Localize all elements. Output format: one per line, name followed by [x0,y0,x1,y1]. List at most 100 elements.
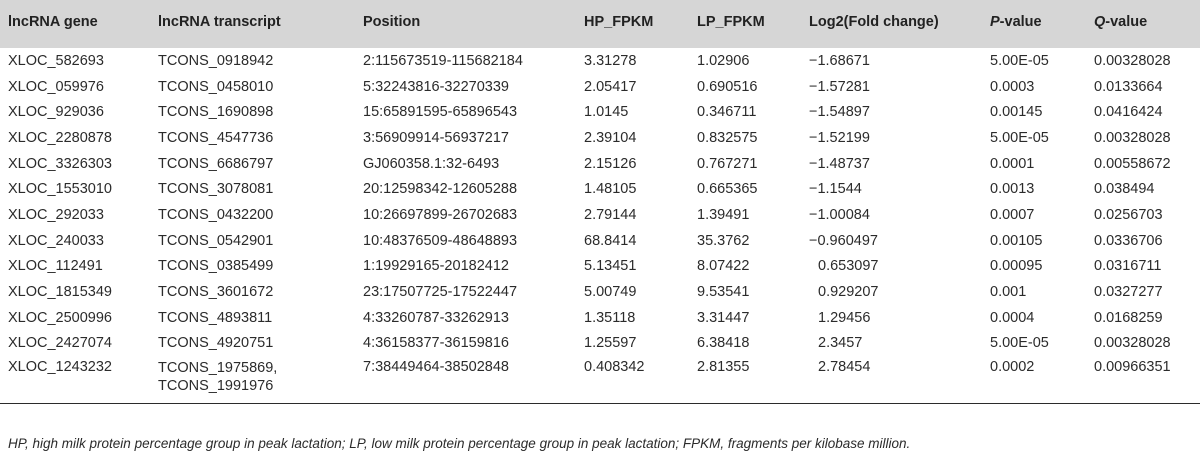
table-cell: 5:32243816-32270339 [363,78,509,95]
table-cell: 0.0013 [990,181,1035,198]
table-cell: 0.00328028 [1094,52,1171,69]
column-header: Log2(Fold change) [809,14,939,30]
table-row: XLOC_1815349 TCONS_3601672 23:17507725-175… [0,279,1200,305]
table-row: XLOC_2427074 TCONS_4920751 4:36158377-3615… [0,331,1200,357]
table-cell: 0.0001 [990,155,1035,172]
table-row: XLOC_059976 TCONS_0458010 5:32243816-32270… [0,74,1200,100]
table-cell: 2.15126 [584,155,637,172]
column-header: lncRNA gene [8,14,98,30]
table-cell: 5.00E-05 [990,335,1049,352]
table-cell: 0.0416424 [1094,104,1163,121]
table-cell-line: TCONS_1991976 [158,378,274,395]
table-cell: 0.001 [990,284,1027,301]
table-cell: 0.0133664 [1094,78,1163,95]
table-cell: 1.39491 [697,206,750,223]
column-header: lncRNA transcript [158,14,281,30]
table-row: XLOC_292033 TCONS_0432200 10:26697899-2670… [0,202,1200,228]
table-cell: −1.48737 [809,155,870,172]
table-row: XLOC_2280878 TCONS_4547736 3:56909914-5693… [0,125,1200,151]
table-cell: TCONS_6686797 [158,155,274,172]
table-cell: 0.0007 [990,206,1035,223]
table-cell: XLOC_929036 [8,104,104,121]
table-cell: 5.00E-05 [990,52,1049,69]
table-cell: TCONS_0432200 [158,206,274,223]
table-cell: 0.929207 [818,284,879,301]
table-row: XLOC_1553010 TCONS_3078081 20:12598342-126… [0,176,1200,202]
table-cell: 0.0327277 [1094,284,1163,301]
column-header-suffix: -value [1105,14,1148,30]
table-header: lncRNA gene lncRNA transcript Position HP_F… [0,0,1200,48]
table-cell: 10:48376509-48648893 [363,232,518,249]
table-cell: GJ060358.1:32-6493 [363,155,500,172]
table-cell: 0.00328028 [1094,335,1171,352]
table-cell: 0.653097 [818,258,879,275]
table-cell: 0.00105 [990,232,1043,249]
table-cell: −1.54897 [809,104,870,121]
table-cell: 0.346711 [697,104,757,121]
table-cell: XLOC_2427074 [8,335,112,352]
table-cell: 3:56909914-56937217 [363,129,509,146]
table-cell: −1.68671 [809,52,870,69]
table-cell: XLOC_2500996 [8,309,112,326]
table-cell: 10:26697899-26702683 [363,206,518,223]
table-cell: TCONS_1690898 [158,104,274,121]
column-header: Q-value [1086,0,1200,48]
table-cell: 3.31447 [697,309,750,326]
table-cell: 3.31278 [584,52,637,69]
column-header: HP_FPKM [584,14,654,30]
table-cell: 0.00966351 [1086,356,1200,405]
table-cell: 1.48105 [584,181,637,198]
table-cell: 0.0336706 [1094,232,1163,249]
table-cell: 5.00749 [584,284,637,301]
table-row: XLOC_3326303 TCONS_6686797 GJ060358.1:32-6… [0,151,1200,177]
table-row: XLOC_112491 TCONS_0385499 1:19929165-20182… [0,254,1200,280]
table-cell: 2.81355 [689,356,801,405]
header-row: lncRNA gene lncRNA transcript Position HP_F… [0,0,1200,48]
table-row: XLOC_582693 TCONS_0918942 2:115673519-1156… [0,48,1200,74]
column-header: LP_FPKM [697,14,765,30]
table-cell: XLOC_059976 [8,78,104,95]
table-cell: 2.05417 [584,78,637,95]
table-cell: 68.8414 [584,232,637,249]
table-row: XLOC_1243232 TCONS_1975869, TCONS_1991976 7… [0,356,1200,405]
table-cell: −1.52199 [809,129,870,146]
table-row: XLOC_240033 TCONS_0542901 10:48376509-4864… [0,228,1200,254]
table-cell: 2.79144 [584,206,637,223]
table-cell: 23:17507725-17522447 [363,284,518,301]
table-cell: XLOC_1815349 [8,284,112,301]
table-row: XLOC_929036 TCONS_1690898 15:65891595-6589… [0,99,1200,125]
table-cell: XLOC_112491 [8,258,103,275]
table-cell: 2.39104 [584,129,637,146]
table-cell: 4:36158377-36159816 [363,335,509,352]
table-cell: 5.00E-05 [990,129,1049,146]
table-cell: XLOC_3326303 [8,155,112,172]
table-cell: 0.408342 [576,356,689,405]
table-cell: 0.0003 [990,78,1035,95]
table-cell: TCONS_4893811 [158,309,273,326]
table-cell: 2.78454 [801,356,982,405]
table-cell: XLOC_2280878 [8,129,112,146]
table-cell: 6.38418 [697,335,750,352]
table-cell: TCONS_4547736 [158,129,274,146]
table-cell: XLOC_240033 [8,232,104,249]
table-footnote: HP, high milk protein percentage group i… [8,436,911,451]
column-header-suffix: -value [999,14,1042,30]
table-cell: 1.29456 [818,309,871,326]
table-cell: 0.00095 [990,258,1043,275]
table-cell: TCONS_3601672 [158,284,274,301]
table-body: XLOC_582693 TCONS_0918942 2:115673519-1156… [0,48,1200,405]
table-cell: 0.690516 [697,78,758,95]
table-cell: 0.832575 [697,129,758,146]
table-cell: 35.3762 [697,232,750,249]
table-cell: XLOC_1243232 [0,356,150,405]
table-cell: TCONS_3078081 [158,181,274,198]
table-cell: −0.960497 [809,232,878,249]
table-cell: TCONS_0918942 [158,52,274,69]
table-row: XLOC_2500996 TCONS_4893811 4:33260787-3326… [0,305,1200,331]
table-cell: −1.1544 [809,181,862,198]
table-cell: 0.038494 [1094,181,1155,198]
column-header: P-value [982,0,1086,48]
table-cell: 4:33260787-33262913 [363,309,509,326]
table-cell: 1.35118 [584,309,636,326]
table-cell: 20:12598342-12605288 [363,181,518,198]
